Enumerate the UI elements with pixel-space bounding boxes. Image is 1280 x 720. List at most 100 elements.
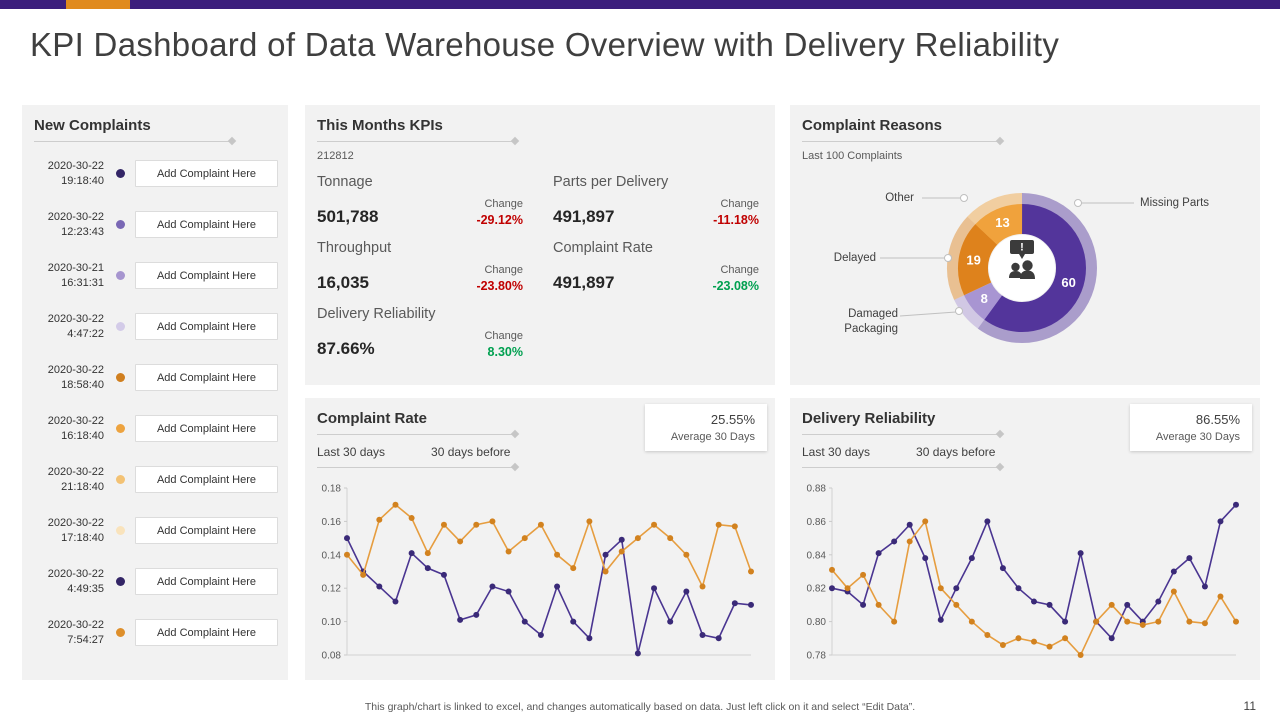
add-complaint-button[interactable]: Add Complaint Here <box>135 517 278 544</box>
header-underline <box>34 141 234 142</box>
legend-30-days-before: 30 days before <box>916 445 996 459</box>
complaint-status-dot <box>116 475 125 484</box>
kpi-change-value: -23.08% <box>712 279 759 293</box>
add-complaint-button[interactable]: Add Complaint Here <box>135 313 278 340</box>
add-complaint-button[interactable]: Add Complaint Here <box>135 160 278 187</box>
svg-text:0.80: 0.80 <box>807 617 827 628</box>
kpi-change-caption: Change <box>720 264 759 276</box>
kpi-change-value: 8.30% <box>487 345 523 359</box>
complaint-timestamp: 2020-30-22 4:47:22 <box>47 312 104 340</box>
add-complaint-button[interactable]: Add Complaint Here <box>135 466 278 493</box>
donut-label-other: Other <box>885 192 914 204</box>
complaint-rate-line-chart: 0.18 0.16 0.14 0.12 0.10 0.08 <box>322 484 754 662</box>
svg-text:!: ! <box>1020 242 1024 254</box>
kpi-value: 491,897 <box>553 207 615 226</box>
add-complaint-button[interactable]: Add Complaint Here <box>135 568 278 595</box>
svg-text:0.16: 0.16 <box>322 517 342 528</box>
kpi-change: Change 8.30% <box>484 330 523 359</box>
complaint-rate-panel: Complaint Rate 25.55% Average 30 Days La… <box>305 398 775 680</box>
complaints-people-icon: ! <box>1009 240 1035 279</box>
complaint-row: 2020-30-22 12:23:43 Add Complaint Here <box>22 199 288 250</box>
kpi-grid: Tonnage 501,788 Change -29.12% Throughput 16,… <box>305 162 775 372</box>
average-box: 25.55% Average 30 Days <box>645 404 767 451</box>
complaint-rate-title: Complaint Rate <box>317 410 428 427</box>
kpis-code: 212812 <box>317 150 354 162</box>
svg-text:0.82: 0.82 <box>807 584 827 595</box>
kpi-change: Change -29.12% <box>476 198 523 227</box>
svg-text:0.12: 0.12 <box>322 584 342 595</box>
complaint-row: 2020-30-22 17:18:40 Add Complaint Here <box>22 505 288 556</box>
top-accent-bar <box>0 0 1280 9</box>
complaint-timestamp: 2020-30-22 17:18:40 <box>47 516 104 544</box>
add-complaint-button[interactable]: Add Complaint Here <box>135 619 278 646</box>
kpi-change: Change -11.18% <box>713 198 759 227</box>
kpi-value: 491,897 <box>553 273 615 292</box>
complaint-timestamp: 2020-30-22 21:18:40 <box>47 465 104 493</box>
kpi-item: Tonnage 501,788 Change -29.12% <box>317 174 523 227</box>
svg-text:0.10: 0.10 <box>322 617 342 628</box>
kpi-change: Change -23.08% <box>712 264 759 293</box>
svg-text:13: 13 <box>995 215 1009 230</box>
complaint-reasons-title: Complaint Reasons <box>802 117 943 134</box>
new-complaints-title: New Complaints <box>34 117 151 134</box>
svg-text:0.84: 0.84 <box>807 550 827 561</box>
kpi-change: Change -23.80% <box>476 264 523 293</box>
kpi-value: 87.66% <box>317 339 375 358</box>
donut-label-delayed: Delayed <box>833 252 876 264</box>
kpi-label: Parts per Delivery <box>553 174 669 190</box>
legend-last-30-days: Last 30 days <box>802 445 871 459</box>
svg-text:60: 60 <box>1061 275 1075 290</box>
kpi-change-value: -29.12% <box>476 213 523 227</box>
average-value: 25.55% <box>710 412 755 427</box>
chart-legend: Last 30 days 30 days before <box>305 435 775 459</box>
svg-text:0.14: 0.14 <box>322 550 342 561</box>
delivery-reliability-title: Delivery Reliability <box>802 410 936 427</box>
kpi-change-value: -23.80% <box>476 279 523 293</box>
svg-text:0.86: 0.86 <box>807 517 827 528</box>
kpi-item: Delivery Reliability 87.66% Change 8.30% <box>317 306 523 359</box>
complaint-status-dot <box>116 577 125 586</box>
complaint-row: 2020-30-21 16:31:31 Add Complaint Here <box>22 250 288 301</box>
complaint-reasons-panel: Complaint Reasons Last 100 Complaints ! 6… <box>790 105 1260 385</box>
legend-underline <box>317 467 517 468</box>
add-complaint-button[interactable]: Add Complaint Here <box>135 262 278 289</box>
header-underline <box>802 141 1002 142</box>
kpis-panel: This Months KPIs 212812 Tonnage 501,788 Ch… <box>305 105 775 385</box>
average-value: 86.55% <box>1195 412 1240 427</box>
average-label: Average 30 Days <box>670 431 755 443</box>
donut-label-missing-parts: Missing Parts <box>1140 197 1210 209</box>
complaint-row: 2020-30-22 4:47:22 Add Complaint Here <box>22 301 288 352</box>
complaint-timestamp: 2020-30-22 19:18:40 <box>47 159 104 187</box>
complaint-status-dot <box>116 628 125 637</box>
legend-last-30-days: Last 30 days <box>317 445 386 459</box>
complaint-row: 2020-30-22 18:58:40 Add Complaint Here <box>22 352 288 403</box>
complaint-timestamp: 2020-30-22 18:58:40 <box>47 363 104 391</box>
kpi-change-caption: Change <box>484 198 523 210</box>
add-complaint-button[interactable]: Add Complaint Here <box>135 364 278 391</box>
complaint-timestamp: 2020-30-22 4:49:35 <box>47 567 104 595</box>
complaint-reasons-subtitle: Last 100 Complaints <box>802 150 903 162</box>
page-number: 11 <box>1243 699 1256 713</box>
complaint-status-dot <box>116 373 125 382</box>
complaint-timestamp: 2020-30-22 12:23:43 <box>47 210 104 238</box>
add-complaint-button[interactable]: Add Complaint Here <box>135 211 278 238</box>
kpi-label: Complaint Rate <box>553 240 653 256</box>
header-underline <box>317 141 517 142</box>
donut-label-damaged-packaging: Damaged Packaging <box>844 308 898 335</box>
add-complaint-button[interactable]: Add Complaint Here <box>135 415 278 442</box>
complaint-reasons-donut-chart: ! 60 8 19 13 <box>880 193 1134 343</box>
complaint-row: 2020-30-22 19:18:40 Add Complaint Here <box>22 148 288 199</box>
kpi-column-right: Parts per Delivery 491,897 Change -11.18% Co… <box>553 174 759 372</box>
footer-note: This graph/chart is linked to excel, and… <box>364 701 916 713</box>
kpi-change-caption: Change <box>484 330 523 342</box>
kpis-title: This Months KPIs <box>317 117 443 134</box>
complaint-status-dot <box>116 424 125 433</box>
kpi-value: 16,035 <box>317 273 369 292</box>
complaint-status-dot <box>116 322 125 331</box>
page-title: KPI Dashboard of Data Warehouse Overview… <box>30 26 1060 63</box>
svg-text:0.88: 0.88 <box>807 484 827 495</box>
header-underline <box>802 434 1002 435</box>
new-complaints-panel: New Complaints 2020-30-22 19:18:40 Add Com… <box>22 105 288 680</box>
svg-text:19: 19 <box>966 252 980 267</box>
kpi-change-caption: Change <box>484 264 523 276</box>
